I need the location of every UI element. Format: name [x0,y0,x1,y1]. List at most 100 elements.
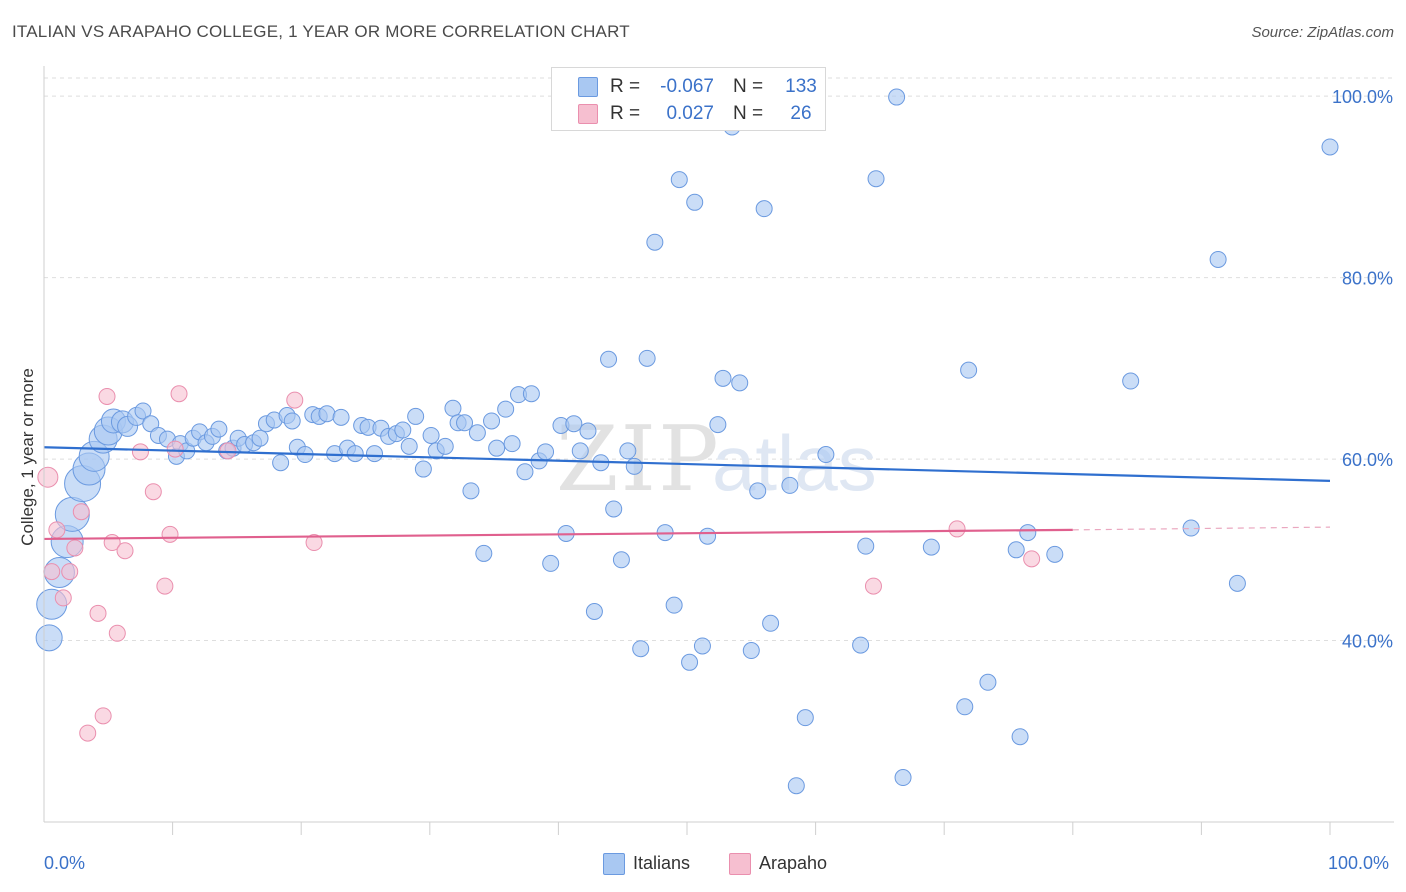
italians-trend-line [43,446,1331,482]
italians-point [579,422,597,440]
arapaho-r-value: 0.027 [666,103,714,124]
italians-point [475,544,493,562]
italians-legend-swatch [603,853,625,875]
italians-point [436,437,454,455]
italians-point [407,407,425,425]
italians-point [731,374,749,392]
y-tick-label: 80.0% [1342,269,1393,289]
arapaho-point [37,466,59,488]
arapaho-point [54,589,72,607]
italians-point [894,769,912,787]
italians-r-value: -0.067 [660,76,714,97]
watermark: ZIPatlas [556,407,877,512]
italians-point [366,445,384,463]
italians-point [1011,728,1029,746]
italians-point [394,421,412,439]
correlation-legend: R = -0.067 N = 133 R = 0.027 N = 26 [551,67,826,131]
arapaho-point [94,707,112,725]
y-tick-label: 100.0% [1332,87,1393,107]
italians-point [632,640,650,658]
italians-point [142,415,160,433]
italians-point [1007,541,1025,559]
watermark-atlas: atlas [712,419,877,507]
italians-point [681,653,699,671]
italians-swatch [578,77,598,97]
italians-point [709,416,727,434]
arapaho-point [48,521,66,539]
chart-title: ITALIAN VS ARAPAHO COLLEGE, 1 YEAR OR MO… [12,22,630,41]
italians-point [134,402,152,420]
arapaho-swatch [578,104,598,124]
italians-point [542,554,560,572]
arapaho-point [43,563,61,581]
italians-point [888,88,906,106]
italians-point [600,350,618,368]
italians-point [742,642,760,660]
italians-n-value: 133 [785,76,817,97]
arapaho-r-label: R = [610,103,641,124]
italians-point [456,414,474,432]
italians-point [619,442,637,460]
italians-point [755,200,773,218]
italians-point [646,233,664,251]
y-tick-label: 60.0% [1342,450,1393,470]
italians-point [488,439,506,457]
italians-point [638,349,656,367]
italians-point [283,412,301,430]
arapaho-point [72,503,90,521]
italians-point [749,482,767,500]
italians-point [714,369,732,387]
italians-point [762,614,780,632]
italians-r-label: R = [610,76,641,97]
italians-point [922,538,940,556]
arapaho-legend-swatch [729,853,751,875]
italians-point [670,171,688,189]
italians-point [956,698,974,716]
italians-point [565,415,583,433]
x-tick-min: 0.0% [44,853,86,873]
arapaho-point [61,563,79,581]
italians-point [612,551,630,569]
italians-point [503,435,521,453]
italians-point [1122,372,1140,390]
arapaho-point [156,577,174,595]
arapaho-point [108,624,126,642]
italians-point [468,424,486,442]
italians-point [796,709,814,727]
italians-point [857,537,875,555]
arapaho-n-label: N = [733,103,764,124]
italians-point [332,408,350,426]
arapaho-point [948,520,966,538]
italians-point [346,445,364,463]
arapaho-point [89,604,107,622]
x-tick-max: 100.0% [1328,853,1390,873]
italians-point [625,457,643,475]
arapaho-point [66,539,84,557]
italians-point [400,437,418,455]
italians-point [537,443,555,461]
italians-point [1019,524,1037,542]
italians-point [960,361,978,379]
arapaho-point [131,443,149,461]
italians-point [693,637,711,655]
arapaho-n-value: 26 [790,103,812,124]
italians-point [665,596,683,614]
italians-legend-label: Italians [633,853,691,873]
arapaho-point [116,542,134,560]
arapaho-point [161,525,179,543]
italians-point [1209,250,1227,268]
arapaho-legend-label: Arapaho [759,853,828,873]
italians-point [272,454,290,472]
arapaho-point [1023,550,1041,568]
italians-point [210,420,228,438]
italians-point [318,405,336,423]
italians-point [605,500,623,518]
italians-point [686,193,704,211]
trend-lines [43,446,1331,541]
italians-point [979,673,997,691]
arapaho-point [864,577,882,595]
italians-point [571,442,589,460]
arapaho-trend-line [43,528,1073,541]
arapaho-point [144,483,162,501]
